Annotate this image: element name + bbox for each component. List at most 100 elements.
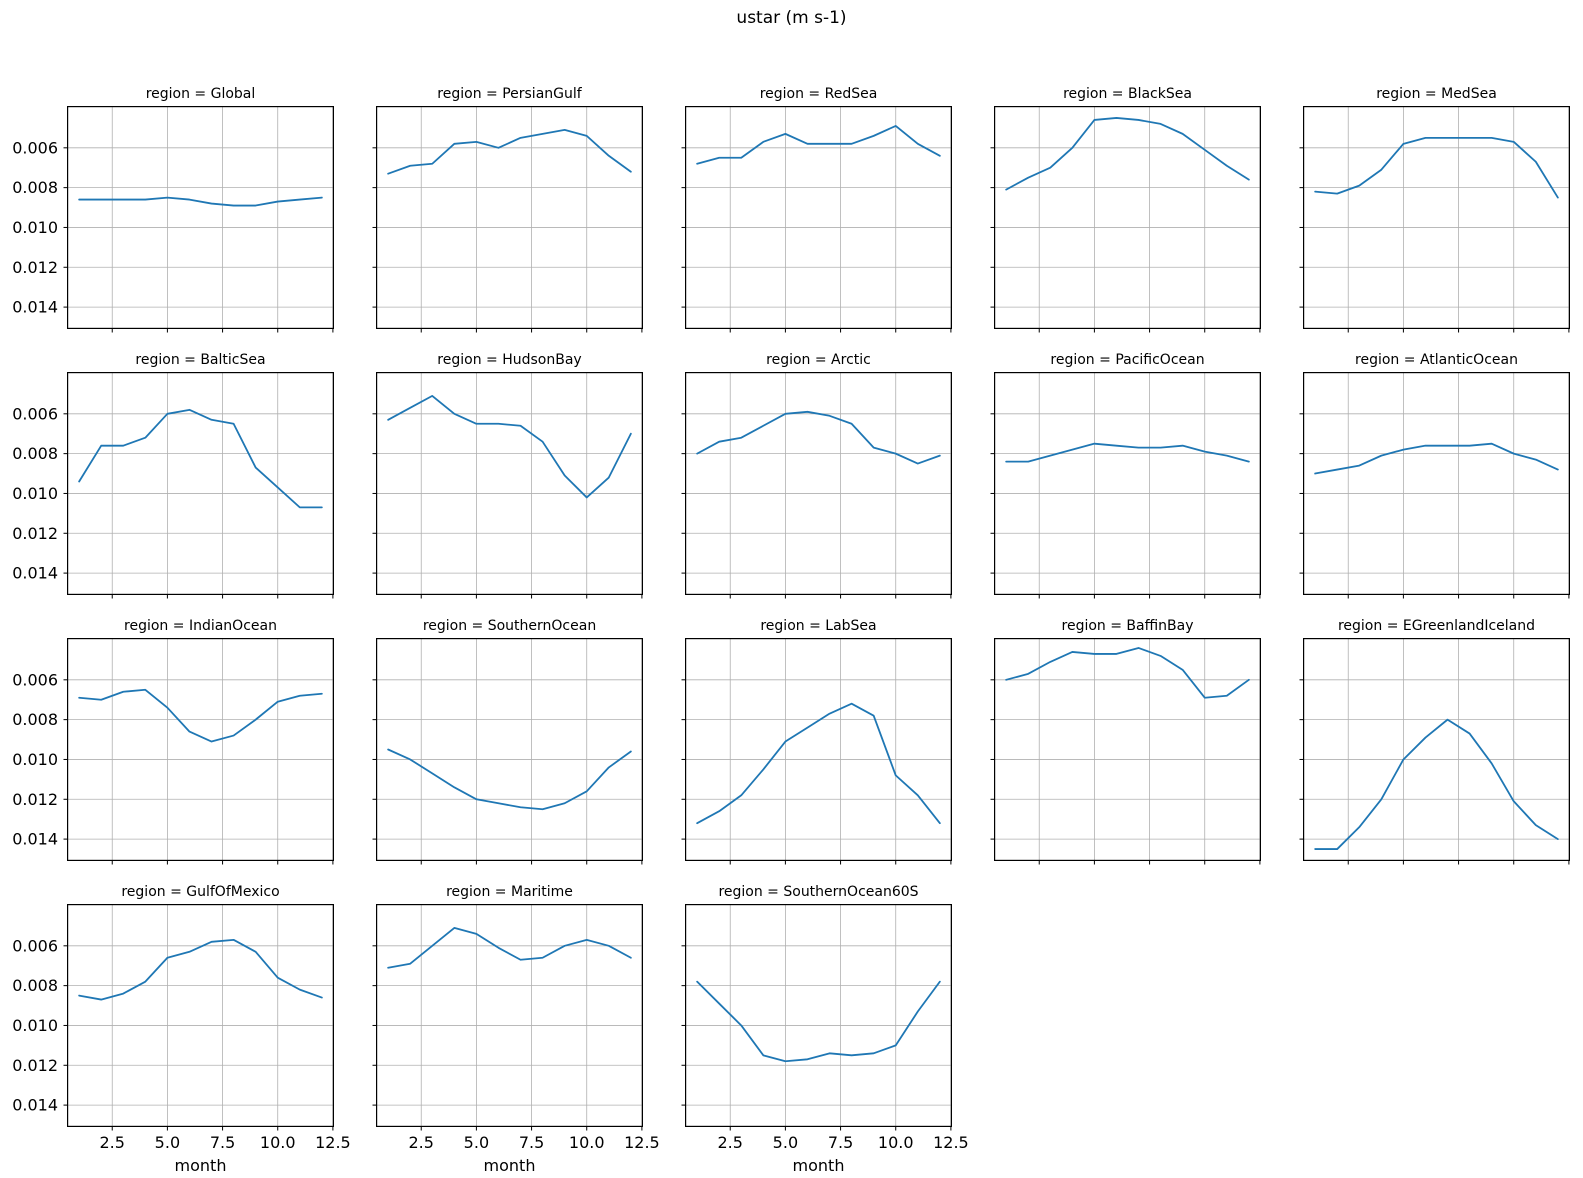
data-line-HudsonBay <box>387 394 632 499</box>
data-line-LabSea <box>696 702 941 825</box>
x-tick-label: 10.0 <box>569 1133 605 1152</box>
axes-frame <box>685 904 952 1128</box>
axes-frame <box>67 638 334 862</box>
y-tick-label: 0.008 <box>12 444 58 463</box>
facet-BaffinBay: region = BaffinBay <box>990 612 1261 865</box>
x-axis-label: month <box>793 1156 845 1175</box>
x-axis-label: month <box>484 1156 536 1175</box>
y-tick-label: 0.010 <box>12 484 58 503</box>
facet-title: region = HudsonBay <box>437 352 582 368</box>
facet-Arctic: region = Arctic <box>681 346 952 599</box>
axes-frame <box>67 372 334 596</box>
x-tick-label: 5.0 <box>155 1133 180 1152</box>
y-tick-label: 0.012 <box>12 790 58 809</box>
line-chart <box>1299 372 1570 599</box>
x-tick-label: 2.5 <box>100 1133 125 1152</box>
y-tick-label: 0.012 <box>12 1056 58 1075</box>
line-chart: 2.5 5.0 7.5 10.0 12.5 month <box>372 904 660 1175</box>
line-chart: 0.006 0.008 0.010 0.012 0.014 <box>12 372 334 599</box>
data-line-BlackSea <box>1005 117 1250 191</box>
line-chart <box>681 106 952 333</box>
data-line-PacificOcean <box>1005 442 1250 463</box>
y-tick-label: 0.014 <box>12 564 58 583</box>
data-line-MedSea <box>1314 136 1559 199</box>
y-tick-label: 0.006 <box>12 404 58 423</box>
axes-frame <box>1303 638 1570 862</box>
y-tick-label: 0.010 <box>12 750 58 769</box>
facet-Global: region = Global 0.006 0.008 0.010 0.012 0.014 <box>12 80 334 333</box>
data-line-SouthernOcean <box>387 748 632 811</box>
line-chart: 2.5 5.0 7.5 10.0 12.5 month <box>681 904 969 1175</box>
data-line-Arctic <box>696 410 941 465</box>
axes-frame <box>67 106 334 330</box>
facet-BlackSea: region = BlackSea <box>990 80 1261 333</box>
data-line-Maritime <box>387 926 632 969</box>
data-line-IndianOcean <box>78 688 323 743</box>
facet-title: region = MedSea <box>1376 86 1497 102</box>
data-line-RedSea <box>696 125 941 165</box>
facet-SouthernOcean60S: region = SouthernOcean60S 2.5 5.0 7.5 10.0 12… <box>681 878 969 1175</box>
line-chart <box>681 372 952 599</box>
axes-frame <box>67 904 334 1128</box>
y-tick-label: 0.010 <box>12 218 58 237</box>
axes-frame <box>376 372 643 596</box>
axes-frame <box>376 106 643 330</box>
facet-MedSea: region = MedSea <box>1299 80 1570 333</box>
x-tick-label: 7.5 <box>519 1133 544 1152</box>
facet-EGreenlandIceland: region = EGreenlandIceland <box>1299 612 1570 865</box>
facet-title: region = BaffinBay <box>1061 618 1194 634</box>
x-tick-label: 12.5 <box>624 1133 660 1152</box>
line-chart <box>990 638 1261 865</box>
y-tick-label: 0.008 <box>12 976 58 995</box>
facet-AtlanticOcean: region = AtlanticOcean <box>1299 346 1570 599</box>
facet-PersianGulf: region = PersianGulf <box>372 80 643 333</box>
facet-title: region = PersianGulf <box>437 86 582 102</box>
x-tick-label: 10.0 <box>260 1133 296 1152</box>
data-line-GulfOfMexico <box>78 938 323 1001</box>
axes-frame <box>376 904 643 1128</box>
y-tick-label: 0.014 <box>12 830 58 849</box>
facet-HudsonBay: region = HudsonBay <box>372 346 643 599</box>
facet-Maritime: region = Maritime 2.5 5.0 7.5 10.0 12.5 month <box>372 878 660 1175</box>
facet-title: region = RedSea <box>759 86 878 102</box>
x-tick-label: 10.0 <box>878 1133 914 1152</box>
facet-grid: region = Global 0.006 0.008 0.010 0.012 0.014… <box>12 80 1570 1175</box>
x-tick-label: 5.0 <box>464 1133 489 1152</box>
data-line-EGreenlandIceland <box>1314 718 1559 850</box>
facet-title: region = Maritime <box>446 884 573 900</box>
y-tick-label: 0.014 <box>12 298 58 317</box>
facet-title: region = BlackSea <box>1063 86 1192 102</box>
line-chart <box>372 106 643 333</box>
y-tick-label: 0.012 <box>12 258 58 277</box>
axes-frame <box>1303 372 1570 596</box>
axes-frame <box>1303 106 1570 330</box>
x-tick-label: 12.5 <box>933 1133 969 1152</box>
y-tick-label: 0.006 <box>12 936 58 955</box>
x-tick-label: 7.5 <box>828 1133 853 1152</box>
facet-BalticSea: region = BalticSea 0.006 0.008 0.010 0.012 0.… <box>12 346 334 599</box>
axes-frame <box>994 638 1261 862</box>
axes-frame <box>994 372 1261 596</box>
axes-frame <box>685 372 952 596</box>
figure-title: ustar (m s-1) <box>736 8 847 28</box>
data-line-AtlanticOcean <box>1314 442 1559 475</box>
x-tick-label: 5.0 <box>773 1133 798 1152</box>
facet-title: region = PacificOcean <box>1050 352 1205 368</box>
y-tick-label: 0.008 <box>12 710 58 729</box>
axes-frame <box>994 106 1261 330</box>
axes-frame <box>685 106 952 330</box>
line-chart <box>990 106 1261 333</box>
x-tick-label: 2.5 <box>409 1133 434 1152</box>
facet-title: region = IndianOcean <box>124 618 277 634</box>
facet-title: region = BalticSea <box>135 352 266 368</box>
data-line-BaffinBay <box>1005 647 1250 699</box>
y-tick-label: 0.014 <box>12 1096 58 1115</box>
facet-IndianOcean: region = IndianOcean 0.006 0.008 0.010 0.012… <box>12 612 334 865</box>
data-line-PersianGulf <box>387 128 632 175</box>
facet-title: region = SouthernOcean <box>422 618 597 634</box>
x-tick-label: 12.5 <box>315 1133 351 1152</box>
y-tick-label: 0.006 <box>12 138 58 157</box>
facet-title: region = GulfOfMexico <box>121 884 280 900</box>
line-chart <box>1299 106 1570 333</box>
line-chart: 0.006 0.008 0.010 0.012 0.014 <box>12 638 334 865</box>
